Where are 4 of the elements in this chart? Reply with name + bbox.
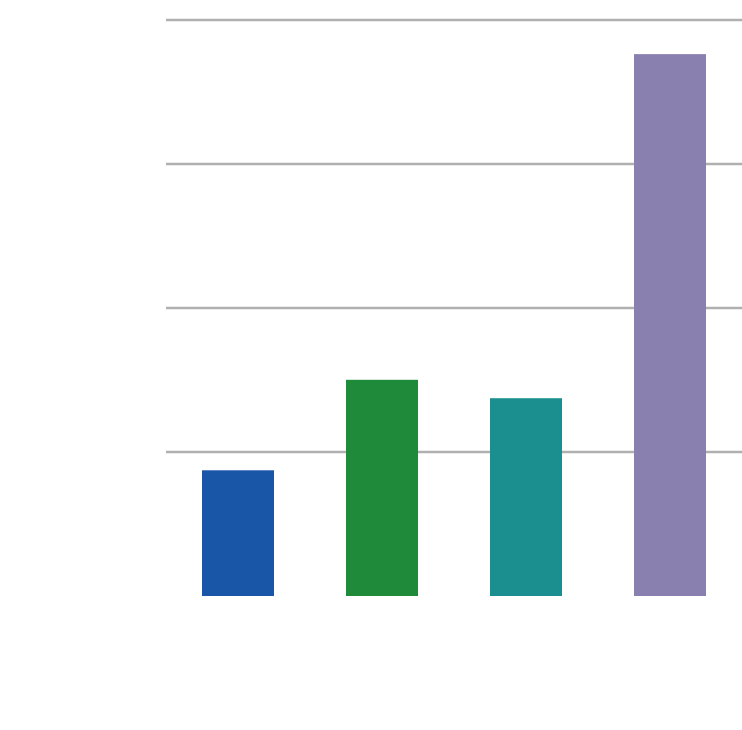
bar <box>346 379 418 596</box>
bar <box>202 470 274 596</box>
bar <box>490 398 562 596</box>
bar <box>634 54 706 596</box>
